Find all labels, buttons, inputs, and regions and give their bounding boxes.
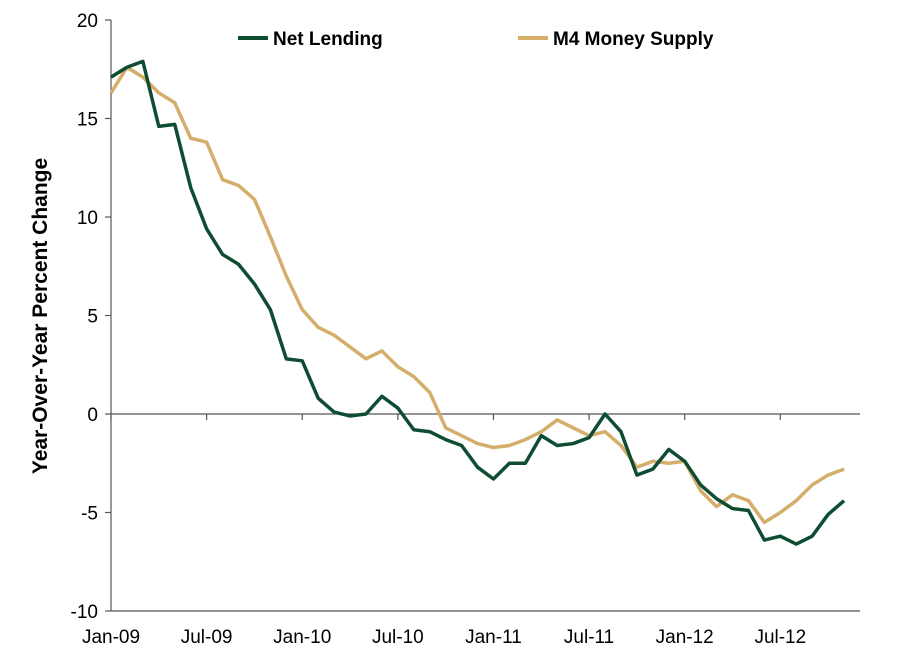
x-tick-label: Jul-10: [372, 627, 424, 648]
x-tick-label: Jul-11: [564, 627, 614, 648]
x-tick-label: Jul-09: [181, 627, 233, 648]
x-ticks: Jan-09 Jul-09 Jan-10 Jul-10 Jan-11 Jul-11 Jan-…: [82, 414, 806, 648]
y-tick-label: 0: [87, 405, 98, 426]
series-line-net-lending: [110, 59, 846, 546]
x-tick-label: Jan-11: [465, 627, 522, 648]
y-tick-label: 5: [87, 307, 98, 328]
y-tick-label: 10: [77, 208, 98, 229]
legend: Net Lending M4 Money Supply: [238, 29, 714, 50]
series-line-m4-money-supply: [109, 65, 845, 525]
y-tick-label: -10: [71, 602, 98, 623]
x-tick-label: Jul-12: [754, 627, 806, 648]
y-tick-label: 20: [77, 11, 98, 32]
y-tick-label: 15: [77, 110, 98, 131]
legend-item-m4-money-supply: M4 Money Supply: [518, 29, 714, 50]
legend-item-net-lending: Net Lending: [238, 29, 383, 50]
y-tick-label: -5: [81, 504, 98, 525]
legend-label-net-lending: Net Lending: [273, 29, 383, 50]
x-tick-label: Jan-10: [273, 627, 331, 648]
x-tick-label: Jan-12: [656, 627, 714, 648]
x-tick-label: Jan-09: [82, 627, 140, 648]
series-lines: [109, 59, 846, 546]
legend-label-m4-money-supply: M4 Money Supply: [553, 29, 714, 50]
y-axis-title: Year-Over-Year Percent Change: [29, 158, 52, 474]
y-ticks: -10 -5 0 5 10 15 20: [71, 11, 111, 623]
